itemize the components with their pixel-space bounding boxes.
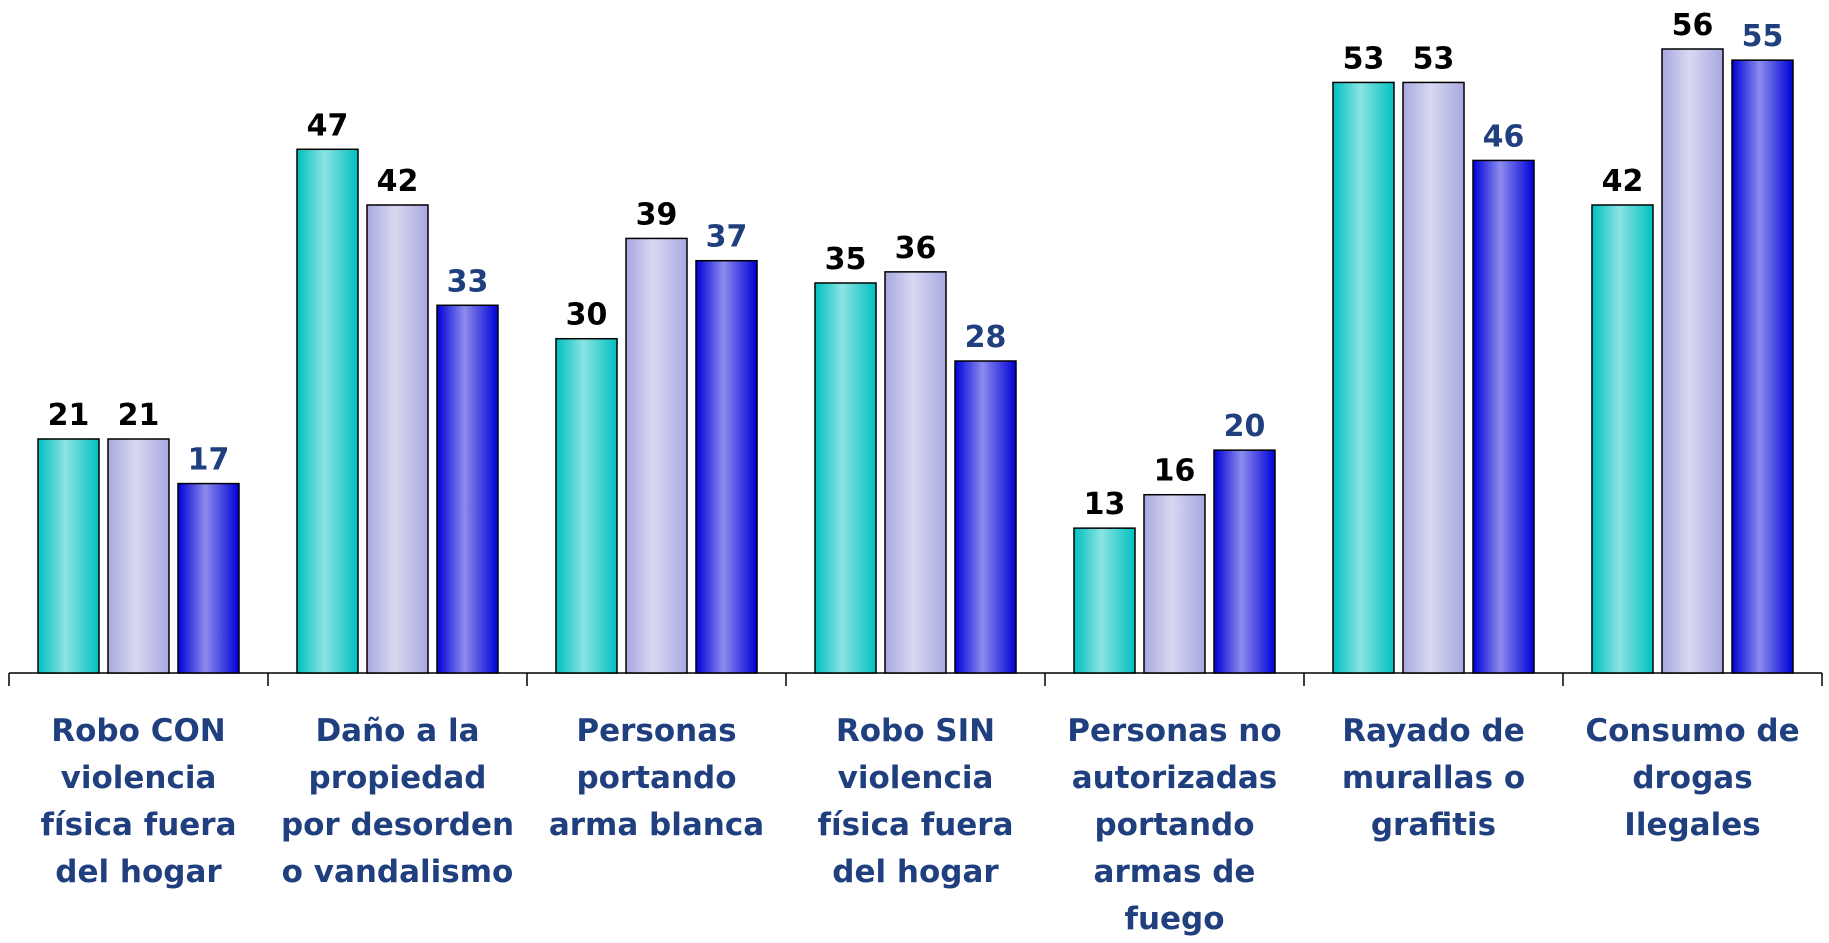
- value-label: 37: [706, 220, 748, 255]
- bar: [366, 204, 429, 674]
- bar: [695, 259, 758, 674]
- bar: [1143, 493, 1206, 674]
- bar: [555, 337, 618, 674]
- value-label: 21: [118, 398, 160, 433]
- value-label: 47: [307, 108, 349, 143]
- value-label: 53: [1343, 41, 1385, 76]
- bar: [296, 148, 359, 674]
- x-tick-label: Personas no autorizadas portando armas d…: [1067, 713, 1282, 937]
- x-tick-label: Robo SIN violencia física fuera del hoga…: [817, 713, 1014, 890]
- bar: [1332, 81, 1395, 674]
- value-label: 36: [895, 231, 937, 266]
- value-label: 30: [566, 298, 608, 333]
- bar: [37, 438, 100, 674]
- value-label: 56: [1672, 8, 1714, 43]
- x-tick-label: Daño a la propiedad por desorden o vanda…: [280, 713, 515, 890]
- value-label: 39: [636, 197, 678, 232]
- value-label: 21: [48, 398, 90, 433]
- x-tick-label: Rayado de murallas o grafitis: [1341, 713, 1526, 843]
- value-label: 13: [1084, 487, 1126, 522]
- bar: [1661, 48, 1724, 674]
- bar: [1591, 204, 1654, 674]
- bar: [1073, 527, 1136, 674]
- bar: [625, 237, 688, 674]
- bar: [1472, 159, 1535, 674]
- value-label: 28: [965, 320, 1007, 355]
- bar: [436, 304, 499, 674]
- value-label: 42: [1602, 164, 1644, 199]
- value-label: 33: [447, 264, 489, 299]
- bar: [1213, 449, 1276, 674]
- value-label: 35: [825, 242, 867, 277]
- value-label: 46: [1483, 119, 1525, 154]
- value-label: 53: [1413, 41, 1455, 76]
- bar: [884, 271, 947, 674]
- bar: [107, 438, 170, 674]
- value-label: 17: [188, 443, 230, 478]
- value-label: 16: [1154, 454, 1196, 489]
- x-tick-label: Consumo de drogas Ilegales: [1585, 713, 1800, 843]
- value-label: 20: [1224, 409, 1266, 444]
- bar: [1731, 59, 1794, 674]
- bar: [814, 282, 877, 674]
- bar: [177, 482, 240, 674]
- bar: [954, 360, 1017, 674]
- bar: [1402, 81, 1465, 674]
- value-label: 55: [1742, 19, 1784, 54]
- x-tick-label: Robo CON violencia física fuera del hoga…: [40, 713, 237, 890]
- value-label: 42: [377, 164, 419, 199]
- x-tick-label: Personas portando arma blanca: [548, 713, 765, 843]
